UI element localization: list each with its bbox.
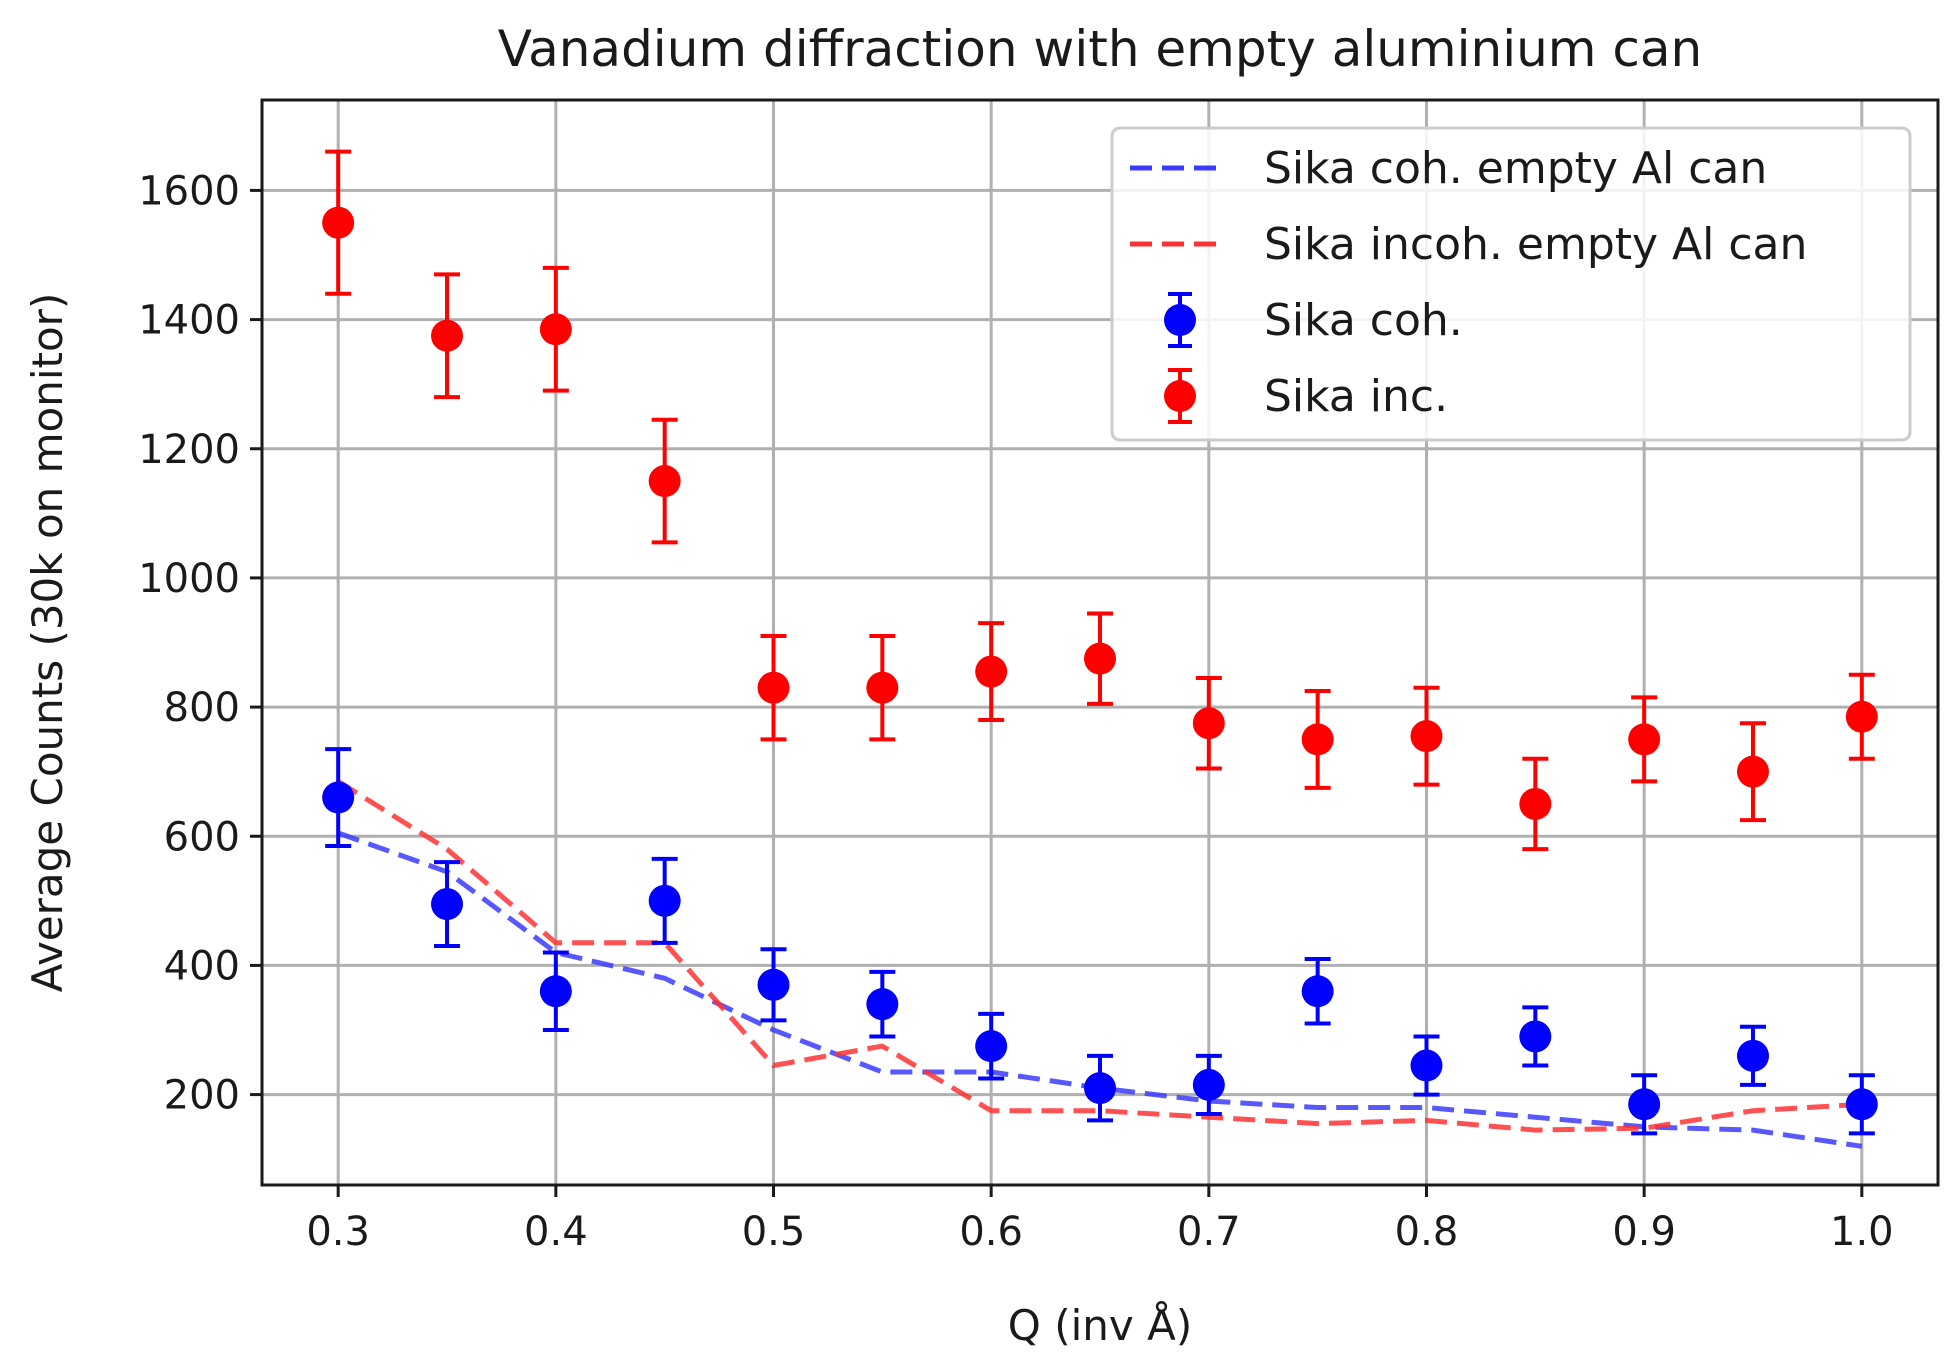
x-tick-label: 0.5 (742, 1209, 806, 1255)
legend-label: Sika coh. (1264, 295, 1463, 346)
data-point (1628, 1088, 1661, 1121)
x-tick-label: 0.4 (524, 1209, 588, 1255)
y-tick-label: 800 (164, 685, 240, 731)
data-point (1845, 1088, 1878, 1121)
chart-title: Vanadium diffraction with empty aluminiu… (498, 20, 1702, 78)
data-point (648, 884, 681, 917)
y-tick-label: 600 (164, 814, 240, 860)
y-tick-label: 1000 (138, 556, 240, 602)
data-point (1736, 755, 1769, 788)
y-axis-label: Average Counts (30k on monitor) (23, 293, 72, 993)
legend-box (1110, 126, 1912, 442)
series-4 (322, 149, 1878, 852)
data-point (1192, 707, 1225, 740)
legend-marker-swatch (1164, 380, 1196, 412)
data-point (757, 968, 790, 1001)
x-tick-label: 0.8 (1395, 1209, 1459, 1255)
data-point (1301, 723, 1334, 756)
series-3 (322, 747, 1878, 1136)
series-2 (336, 779, 1862, 1133)
legend-marker-swatch (1164, 304, 1196, 336)
x-tick-label: 0.3 (306, 1209, 370, 1255)
data-point (1084, 642, 1116, 675)
x-axis: 0.3 0.4 0.5 0.6 0.7 0.8 0.9 1.0 (306, 1185, 1894, 1255)
y-tick-label: 1600 (138, 168, 240, 214)
x-tick-label: 1.0 (1830, 1209, 1894, 1255)
series-line (336, 779, 1862, 1133)
data-point (322, 206, 355, 239)
y-tick-label: 400 (164, 943, 240, 989)
data-point (1628, 723, 1661, 756)
data-point (1519, 787, 1552, 820)
data-point (1736, 1039, 1769, 1072)
x-axis-label: Q (inv Å) (1008, 1300, 1192, 1350)
y-axis: 200 400 600 800 1000 1200 1400 1600 (138, 168, 262, 1119)
data-point (648, 465, 681, 498)
data-point (1084, 1072, 1116, 1105)
legend-label: Sika coh. empty Al can (1264, 143, 1767, 194)
data-point (975, 1030, 1008, 1063)
data-point (431, 319, 464, 352)
data-point (975, 655, 1008, 688)
legend-label: Sika incoh. empty Al can (1264, 219, 1807, 270)
data-point (322, 781, 355, 814)
y-tick-label: 1400 (138, 298, 240, 344)
x-tick-label: 0.7 (1177, 1209, 1241, 1255)
data-point (1410, 720, 1443, 753)
plot-frame (260, 98, 1940, 1187)
y-tick-label: 1200 (138, 427, 240, 473)
data-point (1519, 1020, 1552, 1053)
x-tick-label: 0.6 (959, 1209, 1023, 1255)
data-point (539, 313, 572, 346)
data-point (866, 988, 899, 1021)
data-point (1192, 1068, 1225, 1101)
data-point (866, 671, 899, 704)
data-point (1301, 975, 1334, 1008)
plot-series (322, 149, 1878, 1149)
y-tick-label: 200 (164, 1073, 240, 1119)
x-tick-label: 0.9 (1612, 1209, 1676, 1255)
data-point (431, 888, 464, 921)
legend-label: Sika inc. (1264, 371, 1448, 422)
data-point (1845, 700, 1878, 733)
data-point (539, 975, 572, 1008)
data-point (757, 671, 790, 704)
legend: Sika coh. empty Al can Sika incoh. empty … (1110, 126, 1912, 442)
data-point (1410, 1049, 1443, 1082)
